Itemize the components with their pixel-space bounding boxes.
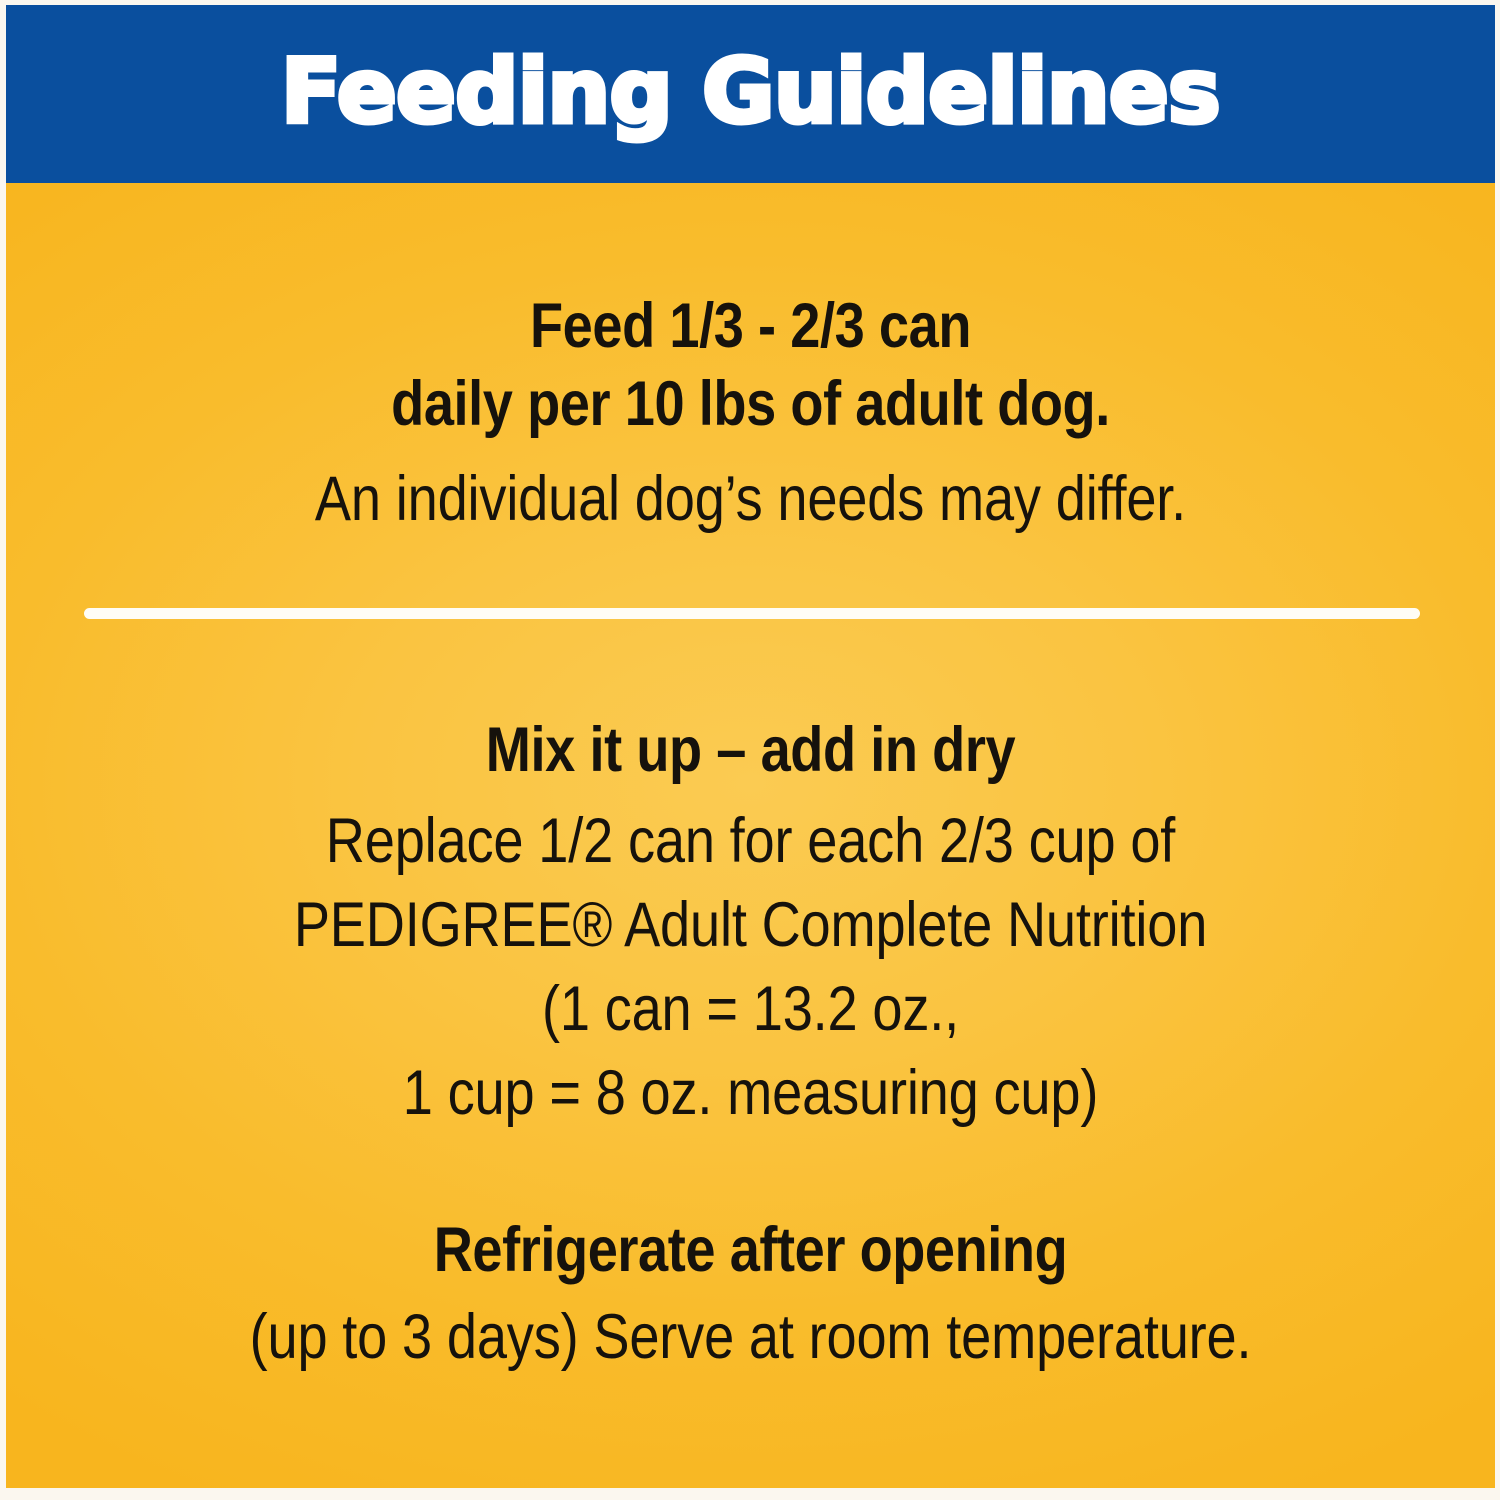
section-refrigerate: Refrigerate after opening (up to 3 days)…	[6, 1211, 1495, 1379]
mix-it-up-line-1: Replace 1/2 can for each 2/3 cup of	[325, 806, 1176, 876]
page-title: Feeding Guidelines	[278, 40, 1223, 143]
section-divider	[84, 608, 1420, 619]
mix-it-up-line-3: (1 can = 13.2 oz.,	[541, 974, 960, 1044]
feeding-amount-line-1: Feed 1/3 - 2/3 can	[530, 291, 971, 361]
mix-it-up-line-2: PEDIGREE® Adult Complete Nutrition	[293, 890, 1208, 960]
refrigerate-heading: Refrigerate after opening	[433, 1215, 1068, 1285]
guidelines-body: Feed 1/3 - 2/3 can daily per 10 lbs of a…	[6, 183, 1495, 1488]
section-feeding-amount: Feed 1/3 - 2/3 can daily per 10 lbs of a…	[6, 287, 1495, 541]
feeding-amount-line-2: daily per 10 lbs of adult dog.	[391, 369, 1110, 439]
guidelines-content: Feed 1/3 - 2/3 can daily per 10 lbs of a…	[6, 183, 1495, 1488]
section-mix-it-up: Mix it up – add in dry Replace 1/2 can f…	[6, 711, 1495, 1135]
refrigerate-note: (up to 3 days) Serve at room temperature…	[249, 1302, 1252, 1372]
feeding-amount-note: An individual dog’s needs may differ.	[314, 464, 1187, 534]
header-band: Feeding Guidelines	[6, 5, 1495, 183]
mix-it-up-line-4: 1 cup = 8 oz. measuring cup)	[402, 1058, 1099, 1128]
mix-it-up-heading: Mix it up – add in dry	[485, 715, 1016, 785]
